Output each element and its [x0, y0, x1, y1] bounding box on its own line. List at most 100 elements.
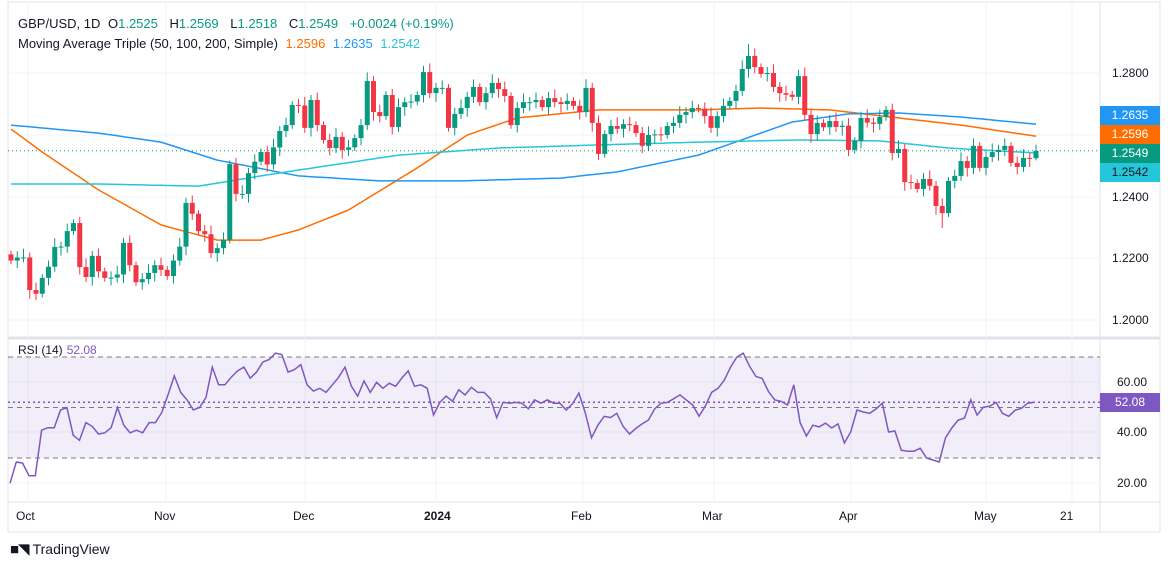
- candle-body: [364, 81, 370, 126]
- ma50-value: 1.2596: [285, 36, 326, 51]
- candle-body: [8, 254, 14, 261]
- candle-body: [796, 76, 801, 97]
- candle-body: [114, 274, 120, 278]
- ma100-price-tag: 1.2635: [1100, 106, 1160, 125]
- candle-body: [721, 105, 726, 117]
- candle-body: [989, 152, 995, 158]
- candle-body: [971, 145, 976, 168]
- symbol-name[interactable]: GBP/USD, 1D: [18, 16, 101, 31]
- candle-body: [839, 125, 845, 127]
- candle-body: [564, 100, 570, 104]
- candle-body: [921, 179, 926, 189]
- candle-body: [264, 152, 270, 165]
- tradingview-footer[interactable]: ■◥ TradingView: [10, 540, 110, 558]
- ma100-value: 1.2635: [332, 36, 373, 51]
- tradingview-logo-icon: ■◥: [10, 541, 30, 558]
- candle-body: [627, 124, 633, 126]
- candle-body: [877, 117, 883, 124]
- candle-body: [246, 173, 251, 194]
- candle-body: [739, 68, 745, 91]
- candle-body: [614, 126, 620, 129]
- candle-body: [727, 100, 733, 106]
- candle-body: [846, 125, 851, 150]
- candle-body: [21, 257, 26, 259]
- rsi-name[interactable]: RSI (14): [18, 343, 63, 357]
- candle-body: [127, 242, 133, 266]
- candle-body: [464, 96, 470, 109]
- candle-body: [671, 122, 676, 127]
- candle-body: [371, 81, 376, 113]
- candle-body: [489, 82, 495, 94]
- change-value: +0.0024 (+0.19%): [349, 16, 454, 31]
- candle-body: [458, 108, 464, 114]
- indicator-name[interactable]: Moving Average Triple (50, 100, 200, Sim…: [18, 36, 278, 51]
- candle-body: [27, 257, 33, 290]
- candle-body: [414, 95, 420, 102]
- candle-body: [758, 67, 764, 74]
- candle-body: [439, 87, 445, 89]
- rsi-legend: RSI (14) 52.08: [18, 343, 97, 357]
- candle-body: [527, 102, 533, 104]
- candle-body: [621, 124, 626, 129]
- candle-body: [902, 148, 908, 183]
- symbol-legend: GBP/USD, 1D O1.2525 H1.2569 L1.2518 C1.2…: [18, 16, 458, 31]
- candle-body: [889, 109, 895, 153]
- candle-body: [46, 266, 51, 278]
- candle-body: [427, 72, 433, 94]
- candle-body: [252, 161, 258, 174]
- candle-body: [239, 193, 245, 195]
- candle-body: [339, 136, 345, 150]
- candle-body: [514, 108, 520, 126]
- candle-body: [71, 223, 76, 232]
- candle-body: [433, 87, 439, 94]
- time-tick: Dec: [293, 509, 315, 523]
- candle-body: [927, 179, 933, 186]
- candle-body: [827, 121, 833, 128]
- candle-body: [64, 231, 70, 247]
- candle-body: [158, 265, 164, 270]
- candle-body: [933, 185, 939, 206]
- candle-body: [327, 139, 333, 149]
- candle-body: [133, 265, 139, 283]
- candle-body: [752, 55, 758, 68]
- candle-body: [896, 148, 901, 153]
- candle-body: [652, 134, 658, 136]
- candles: [8, 44, 1039, 300]
- candle-body: [302, 105, 308, 128]
- candle-body: [152, 265, 158, 273]
- close-price-tag: 1.2549: [1100, 144, 1160, 163]
- price-tick: 1.2000: [1112, 313, 1149, 327]
- moving-averages: [10, 107, 1037, 241]
- candle-body: [233, 164, 239, 194]
- candle-body: [658, 134, 664, 136]
- candle-body: [546, 98, 551, 108]
- candle-body: [964, 161, 970, 168]
- candle-body: [471, 86, 476, 97]
- candle-body: [296, 104, 301, 106]
- candle-body: [14, 257, 20, 261]
- rsi-value: 52.08: [66, 343, 97, 357]
- candle-body: [946, 180, 951, 214]
- time-tick: Mar: [702, 509, 723, 523]
- candle-body: [789, 94, 795, 97]
- candle-body: [746, 55, 751, 69]
- candle-body: [952, 175, 958, 181]
- candle-body: [714, 116, 720, 128]
- candle-body: [771, 73, 776, 87]
- candle-body: [808, 114, 814, 135]
- candle-body: [446, 87, 451, 128]
- candle-body: [396, 107, 401, 127]
- candle-body: [421, 72, 426, 96]
- candle-body: [852, 140, 858, 150]
- candle-body: [77, 223, 83, 268]
- low-value: 1.2518: [237, 16, 278, 31]
- candle-body: [533, 99, 539, 103]
- candle-body: [833, 121, 839, 127]
- candle-body: [508, 95, 514, 126]
- ma-line-sma-100: [10, 112, 1037, 182]
- candle-body: [58, 246, 64, 248]
- time-tick: May: [974, 509, 997, 523]
- candle-body: [96, 255, 101, 272]
- candle-body: [139, 279, 145, 283]
